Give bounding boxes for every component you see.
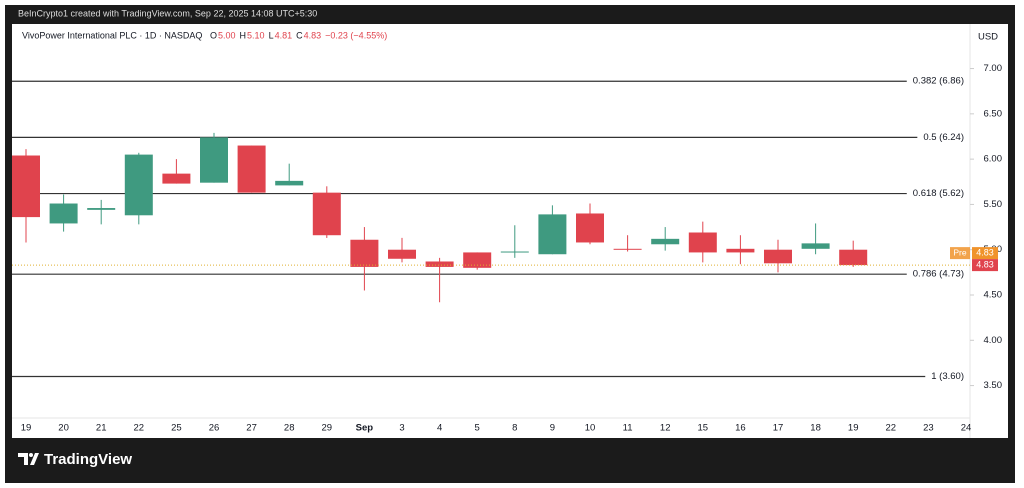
candle-body — [500, 251, 529, 253]
candle-body — [425, 261, 454, 267]
x-tick-label: 11 — [623, 423, 633, 434]
x-tick-label: 3 — [399, 423, 404, 434]
y-tick-label: 4.50 — [984, 290, 1003, 301]
candle-body — [688, 232, 717, 253]
y-tick-label: 5.50 — [984, 199, 1003, 210]
x-tick-label: 12 — [660, 423, 671, 434]
x-tick-label: 18 — [810, 423, 821, 434]
ohlc-value: 5.10 — [247, 30, 265, 40]
level-label: 0.618 (5.62) — [913, 188, 964, 199]
x-tick-label: 25 — [171, 423, 182, 434]
ohlc-key: L — [269, 30, 274, 40]
y-tick-label: 7.00 — [984, 63, 1003, 74]
x-tick-label: 22 — [886, 423, 897, 434]
y-tick-label: 6.50 — [984, 108, 1003, 119]
price-label: 4.83 — [976, 247, 994, 257]
x-tick-label: 26 — [209, 423, 220, 434]
ohlc-key: H — [240, 30, 247, 40]
candle-body — [87, 208, 116, 210]
candle-body — [839, 249, 868, 266]
level-label: 0.5 (6.24) — [923, 132, 964, 143]
footer-logo — [18, 453, 39, 465]
ohlc-value: 5.00 — [218, 30, 236, 40]
x-tick-label: 9 — [550, 423, 555, 434]
x-tick-label: 19 — [21, 423, 32, 434]
x-tick-label: 16 — [735, 423, 746, 434]
y-tick-label: 4.00 — [984, 335, 1003, 346]
candle-body — [49, 203, 78, 224]
x-tick-label: 5 — [475, 423, 480, 434]
price-label-box — [972, 247, 998, 260]
x-tick-label: 21 — [96, 423, 107, 434]
candle-body — [463, 252, 492, 268]
currency: USD — [978, 32, 998, 43]
candle-body — [124, 154, 153, 216]
y-tick-label: 3.50 — [984, 380, 1003, 391]
candle-body — [237, 145, 266, 193]
x-tick-label: 15 — [698, 423, 709, 434]
y-tick-label: 6.00 — [984, 154, 1003, 165]
candle-body — [538, 214, 567, 255]
x-tick-label: 24 — [961, 423, 972, 434]
symbol: VivoPower International PLC · 1D · NASDA… — [22, 30, 202, 40]
candle-body — [350, 239, 379, 267]
level-label: 0.786 (4.73) — [913, 269, 964, 280]
candle-body — [726, 248, 755, 253]
x-tick-label: 19 — [848, 423, 859, 434]
price-tag-box — [950, 247, 970, 260]
ohlc-key: O — [210, 30, 217, 40]
credit: BeInCrypto1 created with TradingView.com… — [18, 8, 317, 18]
x-tick-label: 23 — [923, 423, 934, 434]
candle-body — [576, 213, 604, 243]
candle-body — [613, 248, 642, 250]
candle-body — [12, 155, 40, 218]
x-tick-label: 27 — [246, 423, 257, 434]
candle-body — [162, 173, 191, 184]
change: −0.23 (−4.55%) — [325, 30, 387, 40]
level-label: 0.382 (6.86) — [913, 76, 964, 87]
price-label-box — [972, 259, 998, 272]
x-tick-label: 10 — [585, 423, 596, 434]
candle-body — [764, 249, 792, 264]
candle-body — [651, 238, 680, 245]
ohlc-value: 4.83 — [304, 30, 322, 40]
ohlc-key: C — [296, 30, 303, 40]
x-tick-label: 17 — [773, 423, 784, 434]
x-tick-label: 28 — [284, 423, 295, 434]
candle-body — [801, 243, 830, 249]
chart-panel — [12, 24, 1008, 438]
candle-body — [312, 192, 341, 236]
x-tick-label: 8 — [512, 423, 517, 434]
plot — [12, 80, 970, 378]
candle-body — [200, 137, 228, 183]
x-tick-label: Sep — [356, 423, 374, 434]
x-tick-label: 29 — [322, 423, 333, 434]
x-tick-label: 4 — [437, 423, 442, 434]
x-tick-label: 20 — [58, 423, 69, 434]
ohlc-value: 4.81 — [275, 30, 293, 40]
candle-body — [388, 249, 416, 259]
price-tag: Pre — [953, 247, 967, 257]
level-label: 1 (3.60) — [931, 371, 964, 382]
footer-brand: TradingView — [44, 451, 132, 468]
price-label: 4.83 — [976, 259, 994, 269]
x-tick-label: 22 — [134, 423, 145, 434]
candle-body — [275, 180, 304, 186]
